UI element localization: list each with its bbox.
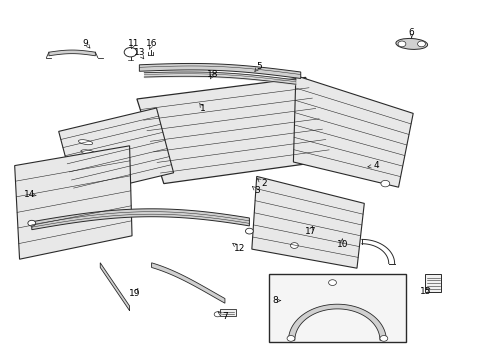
Ellipse shape bbox=[78, 140, 93, 145]
Circle shape bbox=[328, 280, 336, 285]
Circle shape bbox=[397, 41, 405, 47]
Text: 5: 5 bbox=[256, 62, 262, 71]
FancyBboxPatch shape bbox=[425, 274, 440, 292]
Text: 14: 14 bbox=[23, 190, 35, 199]
Circle shape bbox=[286, 336, 294, 341]
Text: 4: 4 bbox=[373, 161, 379, 170]
Polygon shape bbox=[251, 176, 364, 268]
Text: 13: 13 bbox=[133, 49, 145, 57]
FancyBboxPatch shape bbox=[268, 274, 405, 342]
Text: 8: 8 bbox=[272, 296, 278, 305]
Text: 9: 9 bbox=[82, 39, 88, 48]
Polygon shape bbox=[293, 76, 412, 187]
Text: 6: 6 bbox=[408, 28, 414, 37]
Polygon shape bbox=[59, 108, 173, 196]
Polygon shape bbox=[100, 263, 129, 311]
Polygon shape bbox=[139, 63, 300, 78]
Polygon shape bbox=[288, 304, 386, 340]
Text: 16: 16 bbox=[145, 40, 157, 49]
Text: 12: 12 bbox=[233, 244, 245, 253]
Ellipse shape bbox=[81, 150, 95, 155]
Text: 3: 3 bbox=[253, 186, 259, 194]
Text: 2: 2 bbox=[261, 179, 266, 188]
Text: 1: 1 bbox=[200, 104, 205, 113]
Text: 19: 19 bbox=[128, 289, 140, 298]
FancyBboxPatch shape bbox=[220, 309, 235, 316]
Circle shape bbox=[28, 220, 36, 226]
Text: 7: 7 bbox=[222, 312, 227, 321]
Polygon shape bbox=[32, 209, 249, 230]
Circle shape bbox=[124, 48, 137, 57]
Circle shape bbox=[290, 243, 298, 248]
Polygon shape bbox=[151, 263, 224, 303]
Circle shape bbox=[380, 180, 389, 187]
Text: 15: 15 bbox=[419, 287, 430, 296]
Circle shape bbox=[214, 312, 221, 317]
Text: 11: 11 bbox=[127, 39, 139, 48]
Polygon shape bbox=[15, 146, 132, 259]
Circle shape bbox=[245, 228, 253, 234]
Text: 17: 17 bbox=[304, 227, 316, 236]
Ellipse shape bbox=[395, 39, 427, 49]
Polygon shape bbox=[137, 77, 332, 184]
Text: 18: 18 bbox=[206, 70, 218, 79]
Circle shape bbox=[379, 336, 387, 341]
Text: 10: 10 bbox=[336, 240, 347, 249]
Circle shape bbox=[417, 41, 425, 47]
Polygon shape bbox=[49, 50, 95, 56]
Ellipse shape bbox=[83, 160, 98, 165]
